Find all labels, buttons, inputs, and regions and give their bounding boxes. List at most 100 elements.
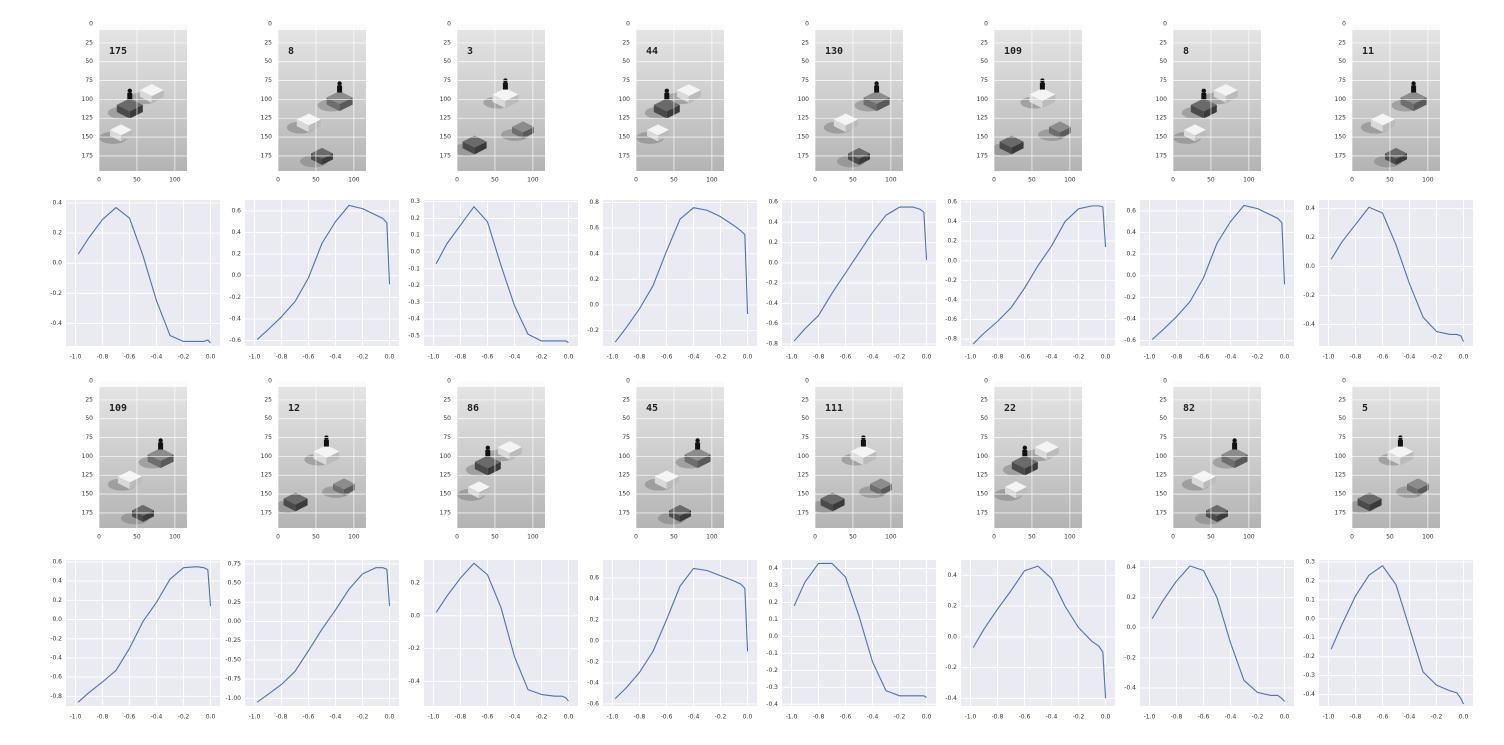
x-tick-label: -0.2 xyxy=(894,714,906,721)
y-tick-label: 100 xyxy=(261,453,273,460)
y-tick-label: 150 xyxy=(1335,134,1347,141)
x-tick-label: 0 xyxy=(813,177,817,184)
y-tick-label: 25 xyxy=(801,396,809,403)
line-series xyxy=(972,205,1107,345)
y-tick-label: 100 xyxy=(440,96,452,103)
x-tick-label: 0 xyxy=(634,534,638,541)
x-tick-label: 100 xyxy=(169,177,181,184)
block-side xyxy=(160,454,174,469)
y-tick-label: -0.2 xyxy=(945,277,957,284)
y-tick-label: 175 xyxy=(977,509,989,516)
score: 5 xyxy=(1362,403,1368,414)
y-tick-label: 25 xyxy=(801,39,809,46)
y-tick-label: -0.25 xyxy=(225,637,241,644)
y-tick-label: -0.6 xyxy=(1124,337,1136,344)
block-side xyxy=(1042,94,1056,109)
frame-header xyxy=(994,24,1082,30)
frame-header xyxy=(278,381,366,387)
y-tick-label: 0.6 xyxy=(52,558,62,565)
y-tick-label: 25 xyxy=(85,396,93,403)
block-side xyxy=(1234,454,1248,469)
x-tick-label: -1.0 xyxy=(607,714,619,721)
y-tick-label: 125 xyxy=(261,472,273,479)
plot-bg xyxy=(782,560,936,706)
line-series xyxy=(256,204,391,340)
x-tick-label: -1.0 xyxy=(1323,354,1335,361)
block-side xyxy=(1195,129,1206,142)
player-body xyxy=(323,439,329,447)
score: 45 xyxy=(646,403,658,414)
x-tick-label: 0.0 xyxy=(1459,714,1469,721)
plot-bg xyxy=(1319,560,1473,706)
block-side xyxy=(684,454,698,469)
y-tick-label: -0.4 xyxy=(229,315,241,322)
y-tick-label: 125 xyxy=(977,115,989,122)
score: 44 xyxy=(646,46,658,57)
x-tick-label: -0.4 xyxy=(1225,354,1237,361)
y-tick-label: 75 xyxy=(801,77,809,84)
y-tick-label: 175 xyxy=(261,152,273,159)
y-tick-label: -0.8 xyxy=(766,340,778,347)
y-tick-label: 75 xyxy=(980,77,988,84)
y-tick-label: 75 xyxy=(980,434,988,441)
block-side xyxy=(487,461,501,476)
x-tick-label: 0 xyxy=(992,177,996,184)
line-series xyxy=(793,206,928,342)
block-side xyxy=(1203,476,1216,490)
y-tick-label: 75 xyxy=(801,434,809,441)
block-side xyxy=(129,476,142,490)
y-tick-label: 125 xyxy=(1335,472,1347,479)
score: 12 xyxy=(288,403,300,414)
x-tick-label: 100 xyxy=(1064,177,1076,184)
block-side xyxy=(283,498,296,512)
game-frame xyxy=(1352,381,1440,528)
line-series xyxy=(972,565,1107,699)
block-side xyxy=(863,97,877,112)
x-tick-label: 50 xyxy=(670,177,678,184)
x-tick-label: -0.2 xyxy=(536,354,548,361)
y-tick-label: 0.2 xyxy=(1126,251,1136,258)
x-tick-label: -0.6 xyxy=(482,714,494,721)
x-tick-label: -0.2 xyxy=(178,714,190,721)
y-tick-label: 75 xyxy=(443,77,451,84)
y-tick-label: 50 xyxy=(85,415,93,422)
x-tick-label: -0.6 xyxy=(1019,714,1031,721)
y-tick-label: 50 xyxy=(622,415,630,422)
line-series xyxy=(1330,206,1465,342)
y-tick-label: 75 xyxy=(1159,434,1167,441)
y-tick-label: 0.4 xyxy=(1126,564,1136,571)
x-tick-label: 0.0 xyxy=(743,714,753,721)
y-tick-label: 150 xyxy=(798,491,810,498)
x-tick-label: 100 xyxy=(1422,177,1434,184)
block-side xyxy=(1369,498,1382,512)
x-tick-label: 100 xyxy=(348,534,360,541)
x-tick-label: 0.0 xyxy=(1101,714,1111,721)
y-tick-label: 25 xyxy=(85,39,93,46)
y-tick-label: 0.2 xyxy=(231,251,241,258)
x-tick-label: 0.0 xyxy=(206,354,216,361)
y-tick-label: 150 xyxy=(82,134,94,141)
plot-bg xyxy=(603,200,757,346)
x-tick-label: 50 xyxy=(1386,534,1394,541)
y-tick-label: 0.2 xyxy=(52,230,62,237)
y-tick-label: -0.6 xyxy=(587,700,599,707)
line-series xyxy=(614,207,749,343)
x-tick-label: 50 xyxy=(491,534,499,541)
y-tick-label: 0.4 xyxy=(231,229,241,236)
y-tick-label: 175 xyxy=(1156,152,1168,159)
x-tick-label: 100 xyxy=(706,534,718,541)
x-tick-label: 100 xyxy=(527,177,539,184)
y-tick-label: 50 xyxy=(980,415,988,422)
y-tick-label: 50 xyxy=(801,415,809,422)
y-tick-label: 125 xyxy=(82,115,94,122)
y-tick-label: -0.2 xyxy=(945,664,957,671)
player-body xyxy=(127,92,133,100)
plot-bg xyxy=(782,200,936,346)
y-tick-label: -1.00 xyxy=(225,695,241,702)
y-tick-label: -0.4 xyxy=(408,678,420,685)
player-body xyxy=(695,442,701,450)
block-side xyxy=(1382,119,1395,133)
x-tick-label: 100 xyxy=(1064,534,1076,541)
x-tick-label: -0.8 xyxy=(455,354,467,361)
x-tick-label: 50 xyxy=(670,534,678,541)
